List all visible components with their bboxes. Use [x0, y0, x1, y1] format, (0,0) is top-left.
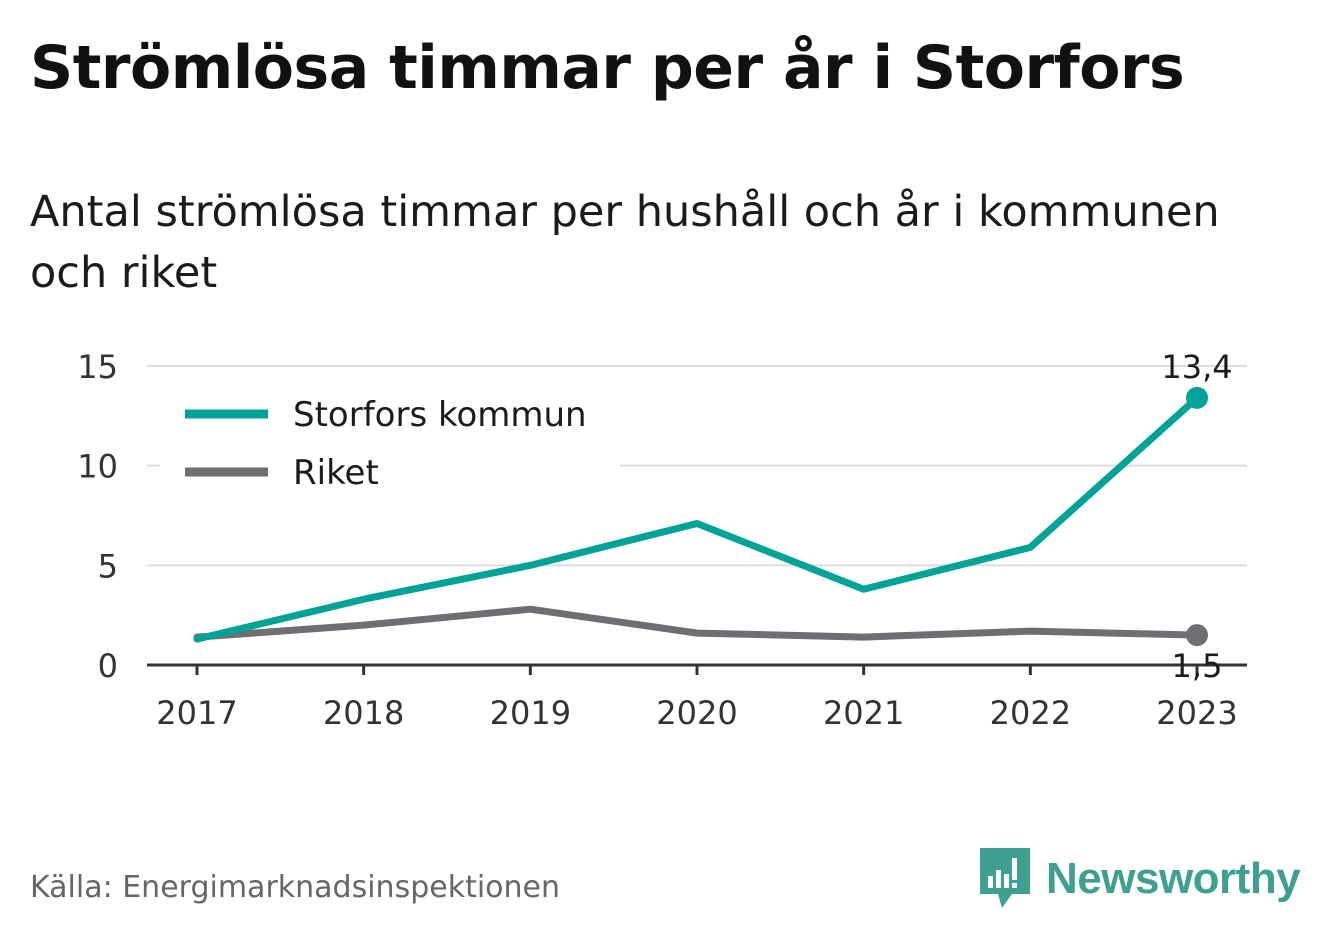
y-axis-ticks: 0 5 10 15	[77, 348, 118, 685]
series-line	[193, 394, 1201, 643]
y-tick-label: 5	[98, 547, 118, 585]
x-tick-label: 2019	[490, 694, 571, 732]
brand-logo: Newsworthy	[980, 848, 1301, 910]
x-tick-label: 2018	[323, 694, 404, 732]
end-point	[1186, 624, 1208, 647]
x-tick-label: 2023	[1156, 694, 1237, 732]
chart-title: Strömlösa timmar per år i Storfors	[30, 33, 1185, 103]
series-line	[193, 605, 1201, 641]
source-note: Källa: Energimarknadsinspektionen	[30, 870, 561, 905]
brand-name: Newsworthy	[1046, 854, 1301, 903]
x-tick-label: 2020	[656, 694, 737, 732]
y-tick-label: 15	[77, 348, 118, 386]
chart-subtitle: Antal strömlösa timmar per hushåll och å…	[30, 187, 1220, 298]
x-axis: 2017 2018 2019 2020 2021 2022 2023	[147, 663, 1247, 732]
y-tick-label: 0	[98, 647, 118, 685]
y-tick-label: 10	[77, 448, 118, 486]
x-tick-label: 2017	[156, 694, 237, 732]
newsworthy-logo-icon	[980, 848, 1030, 908]
legend-label: Storfors kommun	[293, 395, 587, 435]
x-tick-label: 2022	[990, 694, 1071, 732]
end-label: 13,4	[1161, 348, 1232, 386]
x-tick-label: 2021	[823, 694, 904, 732]
end-label: 1,5	[1172, 647, 1223, 685]
legend-label: Riket	[293, 453, 379, 493]
end-labels: 13,4 1,5	[1161, 348, 1232, 685]
end-point	[1186, 386, 1208, 409]
series-lines	[193, 386, 1208, 647]
legend: Storfors kommun Riket	[160, 382, 620, 493]
